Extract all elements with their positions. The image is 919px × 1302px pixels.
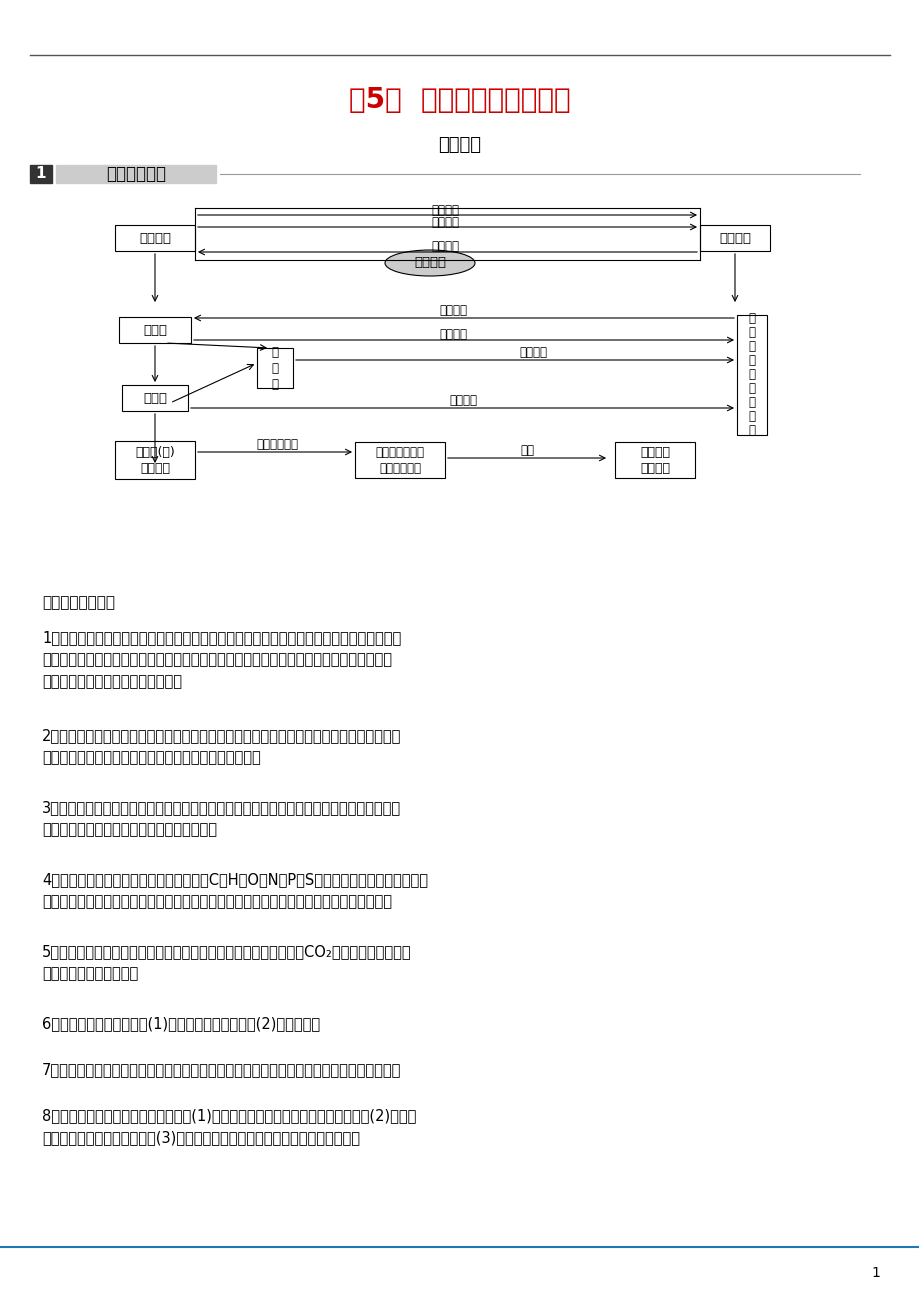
Text: 4．生态系统的物质循环是指组成生物体的C、H、O、N、P、S等元素都不断进行着从无机环
境到生物群落，又从生物群落到无机环境的循环过程。物质循环的特点是全球性、: 4．生态系统的物质循环是指组成生物体的C、H、O、N、P、S等元素都不断进行着从…: [42, 872, 427, 909]
Text: 非
生
物
的
物
质
和
能
量: 非 生 物 的 物 质 和 能 量: [748, 312, 754, 437]
Text: 生态系统
的稳定性: 生态系统 的稳定性: [640, 445, 669, 474]
Text: 【答题要语必背】: 【答题要语必背】: [42, 595, 115, 611]
Text: 自我调节能力: 自我调节能力: [256, 439, 298, 452]
Text: 食物链(网)
营养结构: 食物链(网) 营养结构: [135, 445, 175, 474]
Text: 生物群落: 生物群落: [139, 232, 171, 245]
FancyBboxPatch shape: [256, 348, 292, 388]
Text: 分
解
者: 分 解 者: [271, 345, 278, 391]
Text: 章末总结: 章末总结: [438, 135, 481, 154]
Text: 1: 1: [36, 167, 46, 181]
Text: 呼吸作用: 呼吸作用: [439, 328, 467, 341]
Text: 维持: 维持: [520, 444, 534, 457]
Text: 能量流动: 能量流动: [430, 216, 459, 228]
FancyBboxPatch shape: [56, 165, 216, 184]
FancyBboxPatch shape: [30, 165, 52, 184]
Text: 2．一个完整的生态系统的结构包括生态系统的成分、食物链和食物网。生态系统的营养结构
即食物链和食物网，同时也是物质循环和能量流动的渠道: 2．一个完整的生态系统的结构包括生态系统的成分、食物链和食物网。生态系统的营养结…: [42, 728, 401, 766]
Text: 光合作用: 光合作用: [439, 303, 467, 316]
FancyBboxPatch shape: [614, 441, 694, 478]
Text: 6．缓解温室效应的措施：(1)减少化石燃料的燃烧；(2)植树造林。: 6．缓解温室效应的措施：(1)减少化石燃料的燃烧；(2)植树造林。: [42, 1016, 320, 1031]
Text: 无机环境: 无机环境: [719, 232, 750, 245]
Text: 抵抗力稳定性、
恢复力稳定性: 抵抗力稳定性、 恢复力稳定性: [375, 445, 424, 474]
Text: 5．温室效应形成的主要原因是化石燃料短时间内大量燃烧使大气中CO₂含量迅速增加，打破
了生物圈碳循环的平衡。: 5．温室效应形成的主要原因是化石燃料短时间内大量燃烧使大气中CO₂含量迅速增加，…: [42, 944, 411, 982]
Text: 物质循环: 物质循环: [430, 241, 459, 254]
Text: 1: 1: [870, 1266, 879, 1280]
FancyBboxPatch shape: [122, 385, 187, 411]
Text: 生态系统: 生态系统: [414, 256, 446, 270]
FancyBboxPatch shape: [699, 225, 769, 251]
Text: 呼吸作用: 呼吸作用: [449, 393, 477, 406]
Ellipse shape: [384, 250, 474, 276]
Text: 信息传递: 信息传递: [430, 203, 459, 216]
Text: 第5章  生态系统及其稳定性: 第5章 生态系统及其稳定性: [349, 86, 570, 115]
Text: 消费者: 消费者: [142, 392, 167, 405]
FancyBboxPatch shape: [115, 441, 195, 479]
Text: 呼吸作用: 呼吸作用: [519, 346, 547, 359]
Text: 1．生产者都是自养生物，包括绿色植物和硝化细菌等。消费者都是异养生物，主要是动物和
营寄生生活的生物。分解者都是异养生物，主要是营腐生生活的细菌、真菌和一些营腐: 1．生产者都是自养生物，包括绿色植物和硝化细菌等。消费者都是异养生物，主要是动物…: [42, 630, 401, 689]
FancyBboxPatch shape: [115, 225, 195, 251]
Text: 知识系统构建: 知识系统构建: [106, 165, 165, 184]
Text: 生产者: 生产者: [142, 323, 167, 336]
Text: 7．能量流动和物质循环的关系：物质循环是能量流动的载体，能量流动是物质循环的动力。: 7．能量流动和物质循环的关系：物质循环是能量流动的载体，能量流动是物质循环的动力…: [42, 1062, 401, 1077]
Text: 3．能量流动的起点是生产者固定的太阳能，流经生态系统的总能量是生产者固定的全部太阳
能。能量流动的特点是单向流动，逐级递减。: 3．能量流动的起点是生产者固定的太阳能，流经生态系统的总能量是生产者固定的全部太…: [42, 799, 401, 837]
FancyBboxPatch shape: [736, 315, 766, 435]
Text: 8．信息传递在生态系统中的作用有：(1)生命活动的正常进行离不开信息的作用；(2)生物种
群的繁衍离不开信息的传递；(3)调节生物的种间关系，以维持生态系统的稳: 8．信息传递在生态系统中的作用有：(1)生命活动的正常进行离不开信息的作用；(2…: [42, 1108, 416, 1146]
FancyBboxPatch shape: [119, 316, 191, 342]
FancyBboxPatch shape: [355, 441, 445, 478]
